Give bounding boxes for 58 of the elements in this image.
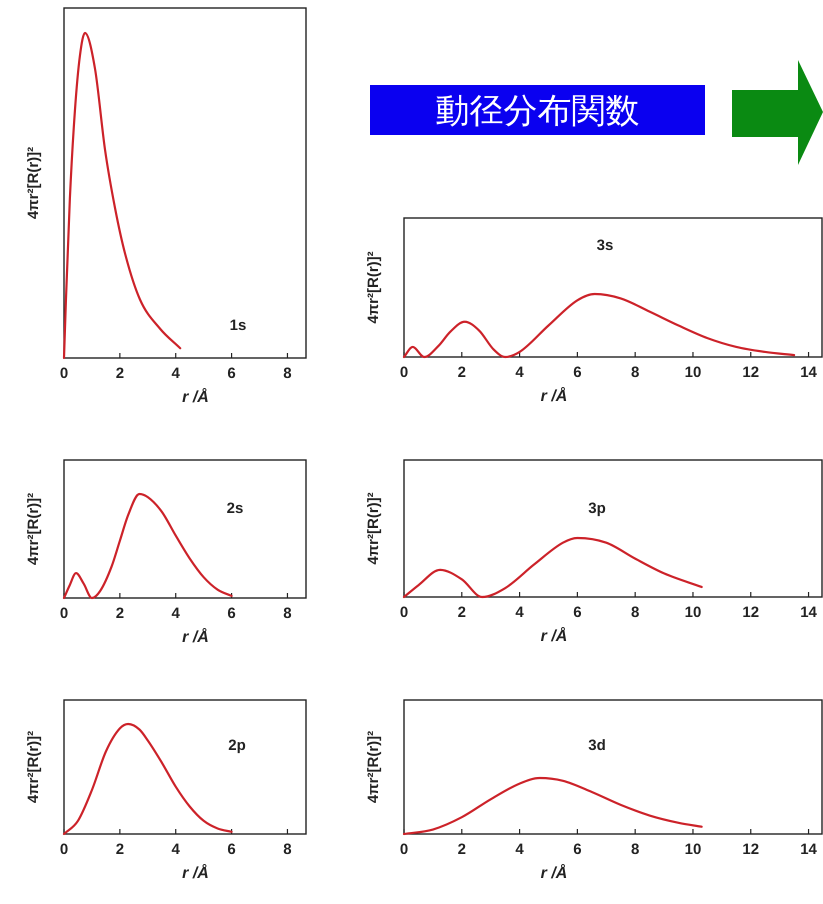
text: 3d: [588, 737, 606, 754]
x-tick-label: 4: [515, 604, 524, 621]
x-tick-label: 8: [283, 605, 292, 622]
x-tick-label: 6: [227, 841, 236, 858]
x-tick-label: 14: [800, 364, 818, 381]
x-axis-title: r /Å: [182, 388, 209, 406]
x-tick-label: 8: [631, 841, 640, 858]
x-tick-label: 14: [800, 841, 818, 858]
text: 3s: [596, 237, 614, 254]
x-axis-title: r /Å: [182, 864, 209, 882]
x-tick-label: 4: [172, 841, 181, 858]
x-tick-label: 8: [283, 365, 292, 382]
text: 動径分布関数: [436, 92, 640, 130]
annotation: 2s: [226, 500, 244, 517]
x-tick-label: 0: [400, 604, 408, 621]
x-tick-label: 0: [60, 365, 68, 382]
x-axis-title: r /Å: [540, 387, 568, 405]
x-tick-label: 12: [742, 604, 760, 621]
x-tick-label: 10: [684, 841, 702, 858]
x-tick-label: 6: [573, 364, 582, 381]
annotation: 1s: [230, 317, 246, 334]
x-tick-label: 2: [116, 365, 124, 382]
x-tick-label: 2: [116, 841, 124, 858]
x-tick-label: 2: [116, 605, 124, 622]
x-tick-label: 12: [742, 841, 760, 858]
x-tick-label: 0: [60, 605, 68, 622]
x-tick-label: 6: [227, 365, 236, 382]
x-tick-label: 8: [283, 841, 292, 858]
x-axis-title: r /Å: [540, 864, 568, 882]
x-tick-label: 4: [172, 365, 181, 382]
x-tick-label: 4: [515, 364, 524, 381]
y-axis-title: 4πr²[R(r)]²: [25, 492, 42, 566]
text: 3p: [588, 500, 606, 517]
x-tick-label: 10: [684, 364, 702, 381]
x-tick-label: 8: [631, 364, 640, 381]
x-axis-title: r /Å: [540, 627, 568, 645]
x-tick-label: 4: [172, 605, 181, 622]
x-tick-label: 0: [400, 841, 408, 858]
y-axis-title: 4πr²[R(r)]²: [365, 730, 382, 804]
x-tick-label: 0: [400, 364, 408, 381]
x-tick-label: 14: [800, 604, 818, 621]
y-axis-title: 4πr²[R(r)]²: [25, 146, 42, 220]
x-tick-label: 0: [60, 841, 68, 858]
x-axis-title: r /Å: [182, 628, 209, 646]
x-tick-label: 2: [458, 364, 466, 381]
x-tick-label: 2: [458, 841, 466, 858]
y-axis-title: 4πr²[R(r)]²: [365, 492, 382, 565]
x-tick-label: 6: [573, 841, 582, 858]
y-axis-title: 4πr²[R(r)]²: [365, 251, 382, 324]
x-tick-label: 12: [742, 364, 760, 381]
x-tick-label: 4: [515, 841, 524, 858]
x-tick-label: 10: [684, 604, 702, 621]
x-tick-label: 2: [458, 604, 466, 621]
x-tick-label: 6: [227, 605, 236, 622]
x-tick-label: 8: [631, 604, 640, 621]
x-tick-label: 6: [573, 604, 582, 621]
y-axis-title: 4πr²[R(r)]²: [25, 730, 42, 804]
annotation: 2p: [228, 737, 246, 754]
